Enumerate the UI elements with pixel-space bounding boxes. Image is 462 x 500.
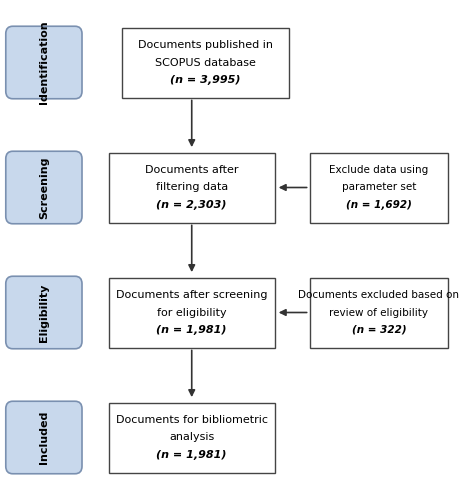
Text: (n = 1,692): (n = 1,692)	[346, 200, 412, 210]
FancyBboxPatch shape	[310, 278, 448, 347]
FancyBboxPatch shape	[109, 278, 275, 347]
Text: Documents published in: Documents published in	[138, 40, 273, 50]
Text: Identification: Identification	[39, 20, 49, 104]
FancyBboxPatch shape	[6, 401, 82, 474]
Text: Documents excluded based on: Documents excluded based on	[298, 290, 459, 300]
Text: parameter set: parameter set	[342, 182, 416, 192]
Text: SCOPUS database: SCOPUS database	[155, 58, 256, 68]
FancyBboxPatch shape	[310, 152, 448, 222]
Text: review of eligibility: review of eligibility	[329, 308, 428, 318]
FancyBboxPatch shape	[6, 26, 82, 99]
Text: for eligibility: for eligibility	[157, 308, 226, 318]
Text: Documents after: Documents after	[145, 165, 238, 175]
FancyBboxPatch shape	[6, 151, 82, 224]
FancyBboxPatch shape	[6, 276, 82, 349]
FancyBboxPatch shape	[109, 402, 275, 472]
Text: (n = 322): (n = 322)	[352, 325, 406, 335]
FancyBboxPatch shape	[109, 152, 275, 222]
Text: Exclude data using: Exclude data using	[329, 165, 428, 175]
Text: (n = 3,995): (n = 3,995)	[170, 75, 241, 85]
Text: Screening: Screening	[39, 156, 49, 219]
Text: (n = 2,303): (n = 2,303)	[157, 200, 227, 210]
Text: Documents after screening: Documents after screening	[116, 290, 267, 300]
Text: analysis: analysis	[169, 432, 214, 442]
Text: filtering data: filtering data	[156, 182, 228, 192]
Text: Eligibility: Eligibility	[39, 284, 49, 342]
Text: Included: Included	[39, 411, 49, 464]
Text: Documents for bibliometric: Documents for bibliometric	[116, 415, 268, 425]
FancyBboxPatch shape	[122, 28, 289, 98]
Text: (n = 1,981): (n = 1,981)	[157, 325, 227, 335]
Text: (n = 1,981): (n = 1,981)	[157, 450, 227, 460]
